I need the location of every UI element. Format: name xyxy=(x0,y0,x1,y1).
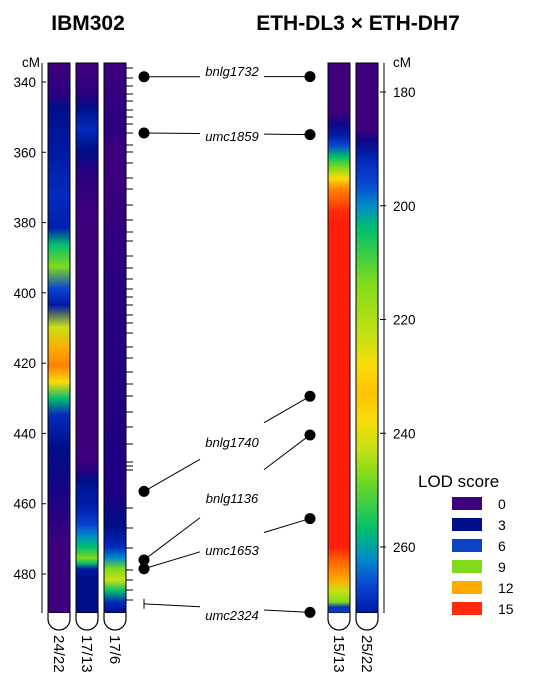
left-axis-tick-label: 340 xyxy=(13,75,36,90)
left-axis-tick-label: 360 xyxy=(13,145,36,160)
marker-dot-left xyxy=(138,71,150,83)
marker-label: bnlg1732 xyxy=(205,64,259,79)
marker-dot-right xyxy=(304,129,316,141)
legend-swatch xyxy=(452,497,482,510)
legend-label: 9 xyxy=(498,559,506,575)
marker-umc2324: umc2324 xyxy=(143,598,316,623)
lod-bar-17-13: 17/13 xyxy=(75,62,99,673)
marker-dot-right xyxy=(304,429,316,441)
bar-label: 25/22 xyxy=(358,635,375,673)
legend-swatch xyxy=(452,602,482,615)
lod-bar-17-6: 17/6 xyxy=(103,62,127,664)
left-axis-tick-label: 400 xyxy=(13,286,36,301)
marker-label: bnlg1740 xyxy=(205,435,259,450)
marker-dot-left xyxy=(138,563,150,575)
legend-title: LOD score xyxy=(418,472,499,491)
marker-dot-right xyxy=(304,71,316,83)
legend-swatch xyxy=(452,581,482,594)
marker-dot-left xyxy=(138,485,150,497)
marker-label: umc2324 xyxy=(205,608,258,623)
right-axis: 180 200 220 240 260 xyxy=(380,63,416,613)
marker-dot-right xyxy=(304,606,316,618)
marker-bnlg1732: bnlg1732 xyxy=(138,64,316,83)
lod-bars: 24/22 17/13 17/6 15/13 25/22 xyxy=(47,62,379,673)
lod-bar-25-22: 25/22 xyxy=(355,62,379,673)
marker-bnlg1136: bnlg1136 xyxy=(138,429,316,566)
left-axis-unit: cM xyxy=(22,55,40,70)
marker-dot-left xyxy=(138,127,150,139)
left-axis-tick-label: 440 xyxy=(13,426,36,441)
bar-label: 17/6 xyxy=(106,635,123,664)
legend-label: 6 xyxy=(498,538,506,554)
lod-bar-15-13: 15/13 xyxy=(327,62,351,673)
marker-umc1859: umc1859 xyxy=(138,127,316,144)
right-axis-unit: cM xyxy=(393,55,411,70)
marker-umc1653: umc1653 xyxy=(138,513,316,575)
title-left: IBM302 xyxy=(51,12,125,35)
right-axis-tick-label: 240 xyxy=(393,426,416,441)
legend-swatch xyxy=(452,539,482,552)
bar-label: 24/22 xyxy=(50,635,67,673)
marker-links: bnlg1732 umc1859 bnlg1740 bnlg1136 umc1653 um… xyxy=(138,64,316,623)
legend-label: 15 xyxy=(498,601,514,617)
right-axis-tick-label: 260 xyxy=(393,540,416,555)
right-axis-tick-label: 180 xyxy=(393,85,416,100)
legend: LOD score 0 3 6 9 12 15 xyxy=(418,472,514,617)
marker-label: umc1859 xyxy=(205,129,258,144)
marker-dot-left xyxy=(138,554,150,566)
bar-label: 17/13 xyxy=(78,635,95,673)
marker-dot-right xyxy=(304,390,316,402)
legend-label: 0 xyxy=(498,496,506,512)
marker-bnlg1740: bnlg1740 xyxy=(138,390,316,497)
legend-swatch xyxy=(452,518,482,531)
title-right: ETH-DL3 × ETH-DH7 xyxy=(256,12,460,35)
right-axis-tick-label: 200 xyxy=(393,199,416,214)
legend-label: 3 xyxy=(498,517,506,533)
legend-label: 12 xyxy=(498,580,514,596)
left-axis-tick-label: 420 xyxy=(13,356,36,371)
right-axis-tick-label: 220 xyxy=(393,313,416,328)
bar-label: 15/13 xyxy=(330,635,347,673)
legend-swatch xyxy=(452,560,482,573)
left-marker-ticks xyxy=(126,67,133,601)
left-axis: 340 360 380 400 420 440 460 480 xyxy=(13,63,46,613)
marker-label: bnlg1136 xyxy=(206,491,259,506)
left-axis-tick-label: 480 xyxy=(13,567,36,582)
left-axis-tick-label: 380 xyxy=(13,216,36,231)
left-axis-tick-label: 460 xyxy=(13,497,36,512)
marker-dot-right xyxy=(304,513,316,525)
marker-label: umc1653 xyxy=(205,543,259,558)
lod-bar-24-22: 24/22 xyxy=(47,62,71,673)
